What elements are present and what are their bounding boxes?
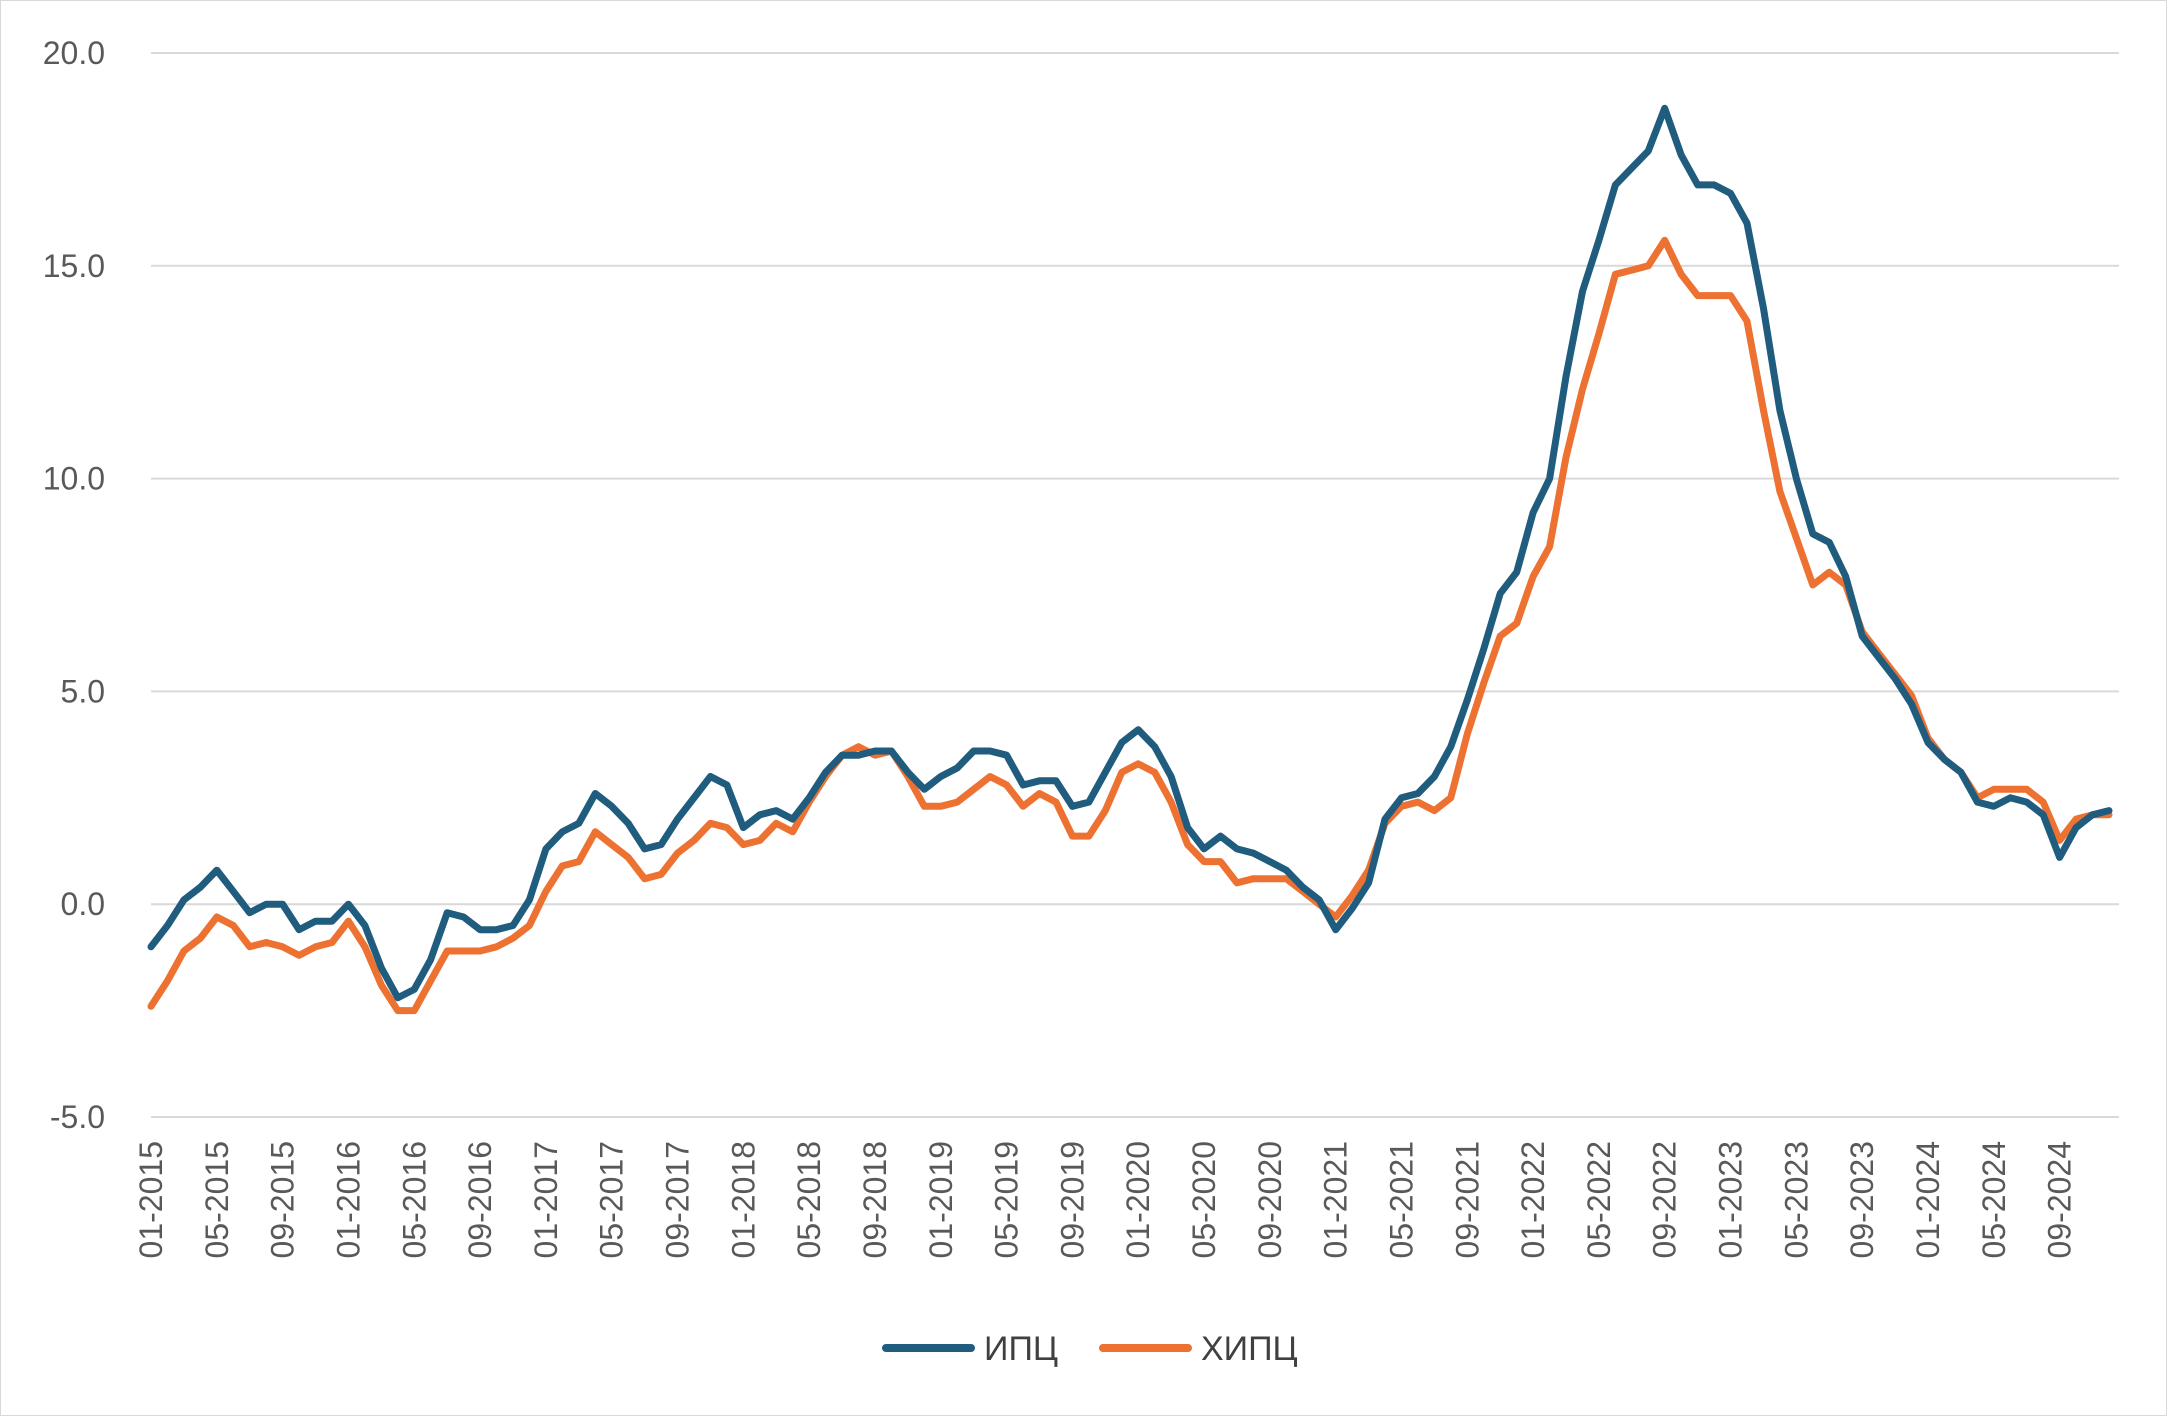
x-tick-label: 05-2018 — [791, 1141, 827, 1258]
series-lines — [147, 104, 2113, 1015]
x-tick-label: 09-2018 — [857, 1141, 893, 1258]
x-tick-label: 09-2019 — [1054, 1141, 1090, 1258]
x-tick-label: 09-2015 — [265, 1141, 301, 1258]
series-line-cpi — [147, 104, 2113, 1002]
x-tick-label: 05-2017 — [594, 1141, 630, 1258]
legend-label-cpi: ИПЦ — [984, 1330, 1058, 1368]
x-tick-label: 05-2016 — [396, 1141, 432, 1258]
legend-label-hicp: ХИПЦ — [1201, 1330, 1298, 1368]
x-tick-label: 05-2022 — [1581, 1141, 1617, 1258]
x-tick-label: 01-2016 — [330, 1141, 366, 1258]
x-tick-label: 09-2017 — [660, 1141, 696, 1258]
x-tick-label: 01-2017 — [528, 1141, 564, 1258]
x-tick-label: 05-2024 — [1976, 1141, 2012, 1258]
x-tick-label: 09-2023 — [1844, 1141, 1880, 1258]
x-tick-label: 05-2020 — [1186, 1141, 1222, 1258]
y-tick-label: 0.0 — [61, 886, 105, 922]
x-tick-label: 01-2024 — [1910, 1141, 1946, 1258]
x-tick-label: 01-2015 — [133, 1141, 169, 1258]
legend-item-hicp: ХИПЦ — [1099, 1330, 1298, 1368]
y-axis-ticks: 20.0 15.0 10.0 5.0 0.0 -5.0 — [43, 35, 105, 1135]
y-tick-label: 5.0 — [61, 673, 105, 709]
x-tick-label: 01-2018 — [725, 1141, 761, 1258]
y-tick-label: 20.0 — [43, 35, 105, 71]
gridlines — [151, 52, 2119, 1118]
x-tick-label: 01-2022 — [1515, 1141, 1551, 1258]
x-tick-label: 09-2016 — [462, 1141, 498, 1258]
legend-item-cpi: ИПЦ — [882, 1330, 1058, 1368]
x-tick-label: 09-2021 — [1449, 1141, 1485, 1258]
x-tick-label: 01-2021 — [1318, 1141, 1354, 1258]
x-tick-label: 05-2019 — [989, 1141, 1025, 1258]
x-tick-label: 01-2023 — [1713, 1141, 1749, 1258]
y-tick-label: -5.0 — [50, 1099, 105, 1135]
x-tick-label: 09-2022 — [1647, 1141, 1683, 1258]
x-tick-label: 09-2024 — [2042, 1141, 2078, 1258]
x-tick-label: 05-2021 — [1383, 1141, 1419, 1258]
x-axis-ticks: 01-2015 05-2015 09-2015 01-2016 05-2016 09-20… — [133, 1141, 2078, 1258]
x-tick-label: 01-2020 — [1120, 1141, 1156, 1258]
y-tick-label: 15.0 — [43, 248, 105, 284]
x-tick-label: 05-2015 — [199, 1141, 235, 1258]
x-tick-label: 01-2019 — [923, 1141, 959, 1258]
x-tick-label: 05-2023 — [1778, 1141, 1814, 1258]
y-tick-label: 10.0 — [43, 461, 105, 497]
legend: ИПЦ ХИПЦ — [882, 1330, 1298, 1368]
series-line-hicp — [147, 236, 2113, 1015]
x-tick-label: 09-2020 — [1252, 1141, 1288, 1258]
